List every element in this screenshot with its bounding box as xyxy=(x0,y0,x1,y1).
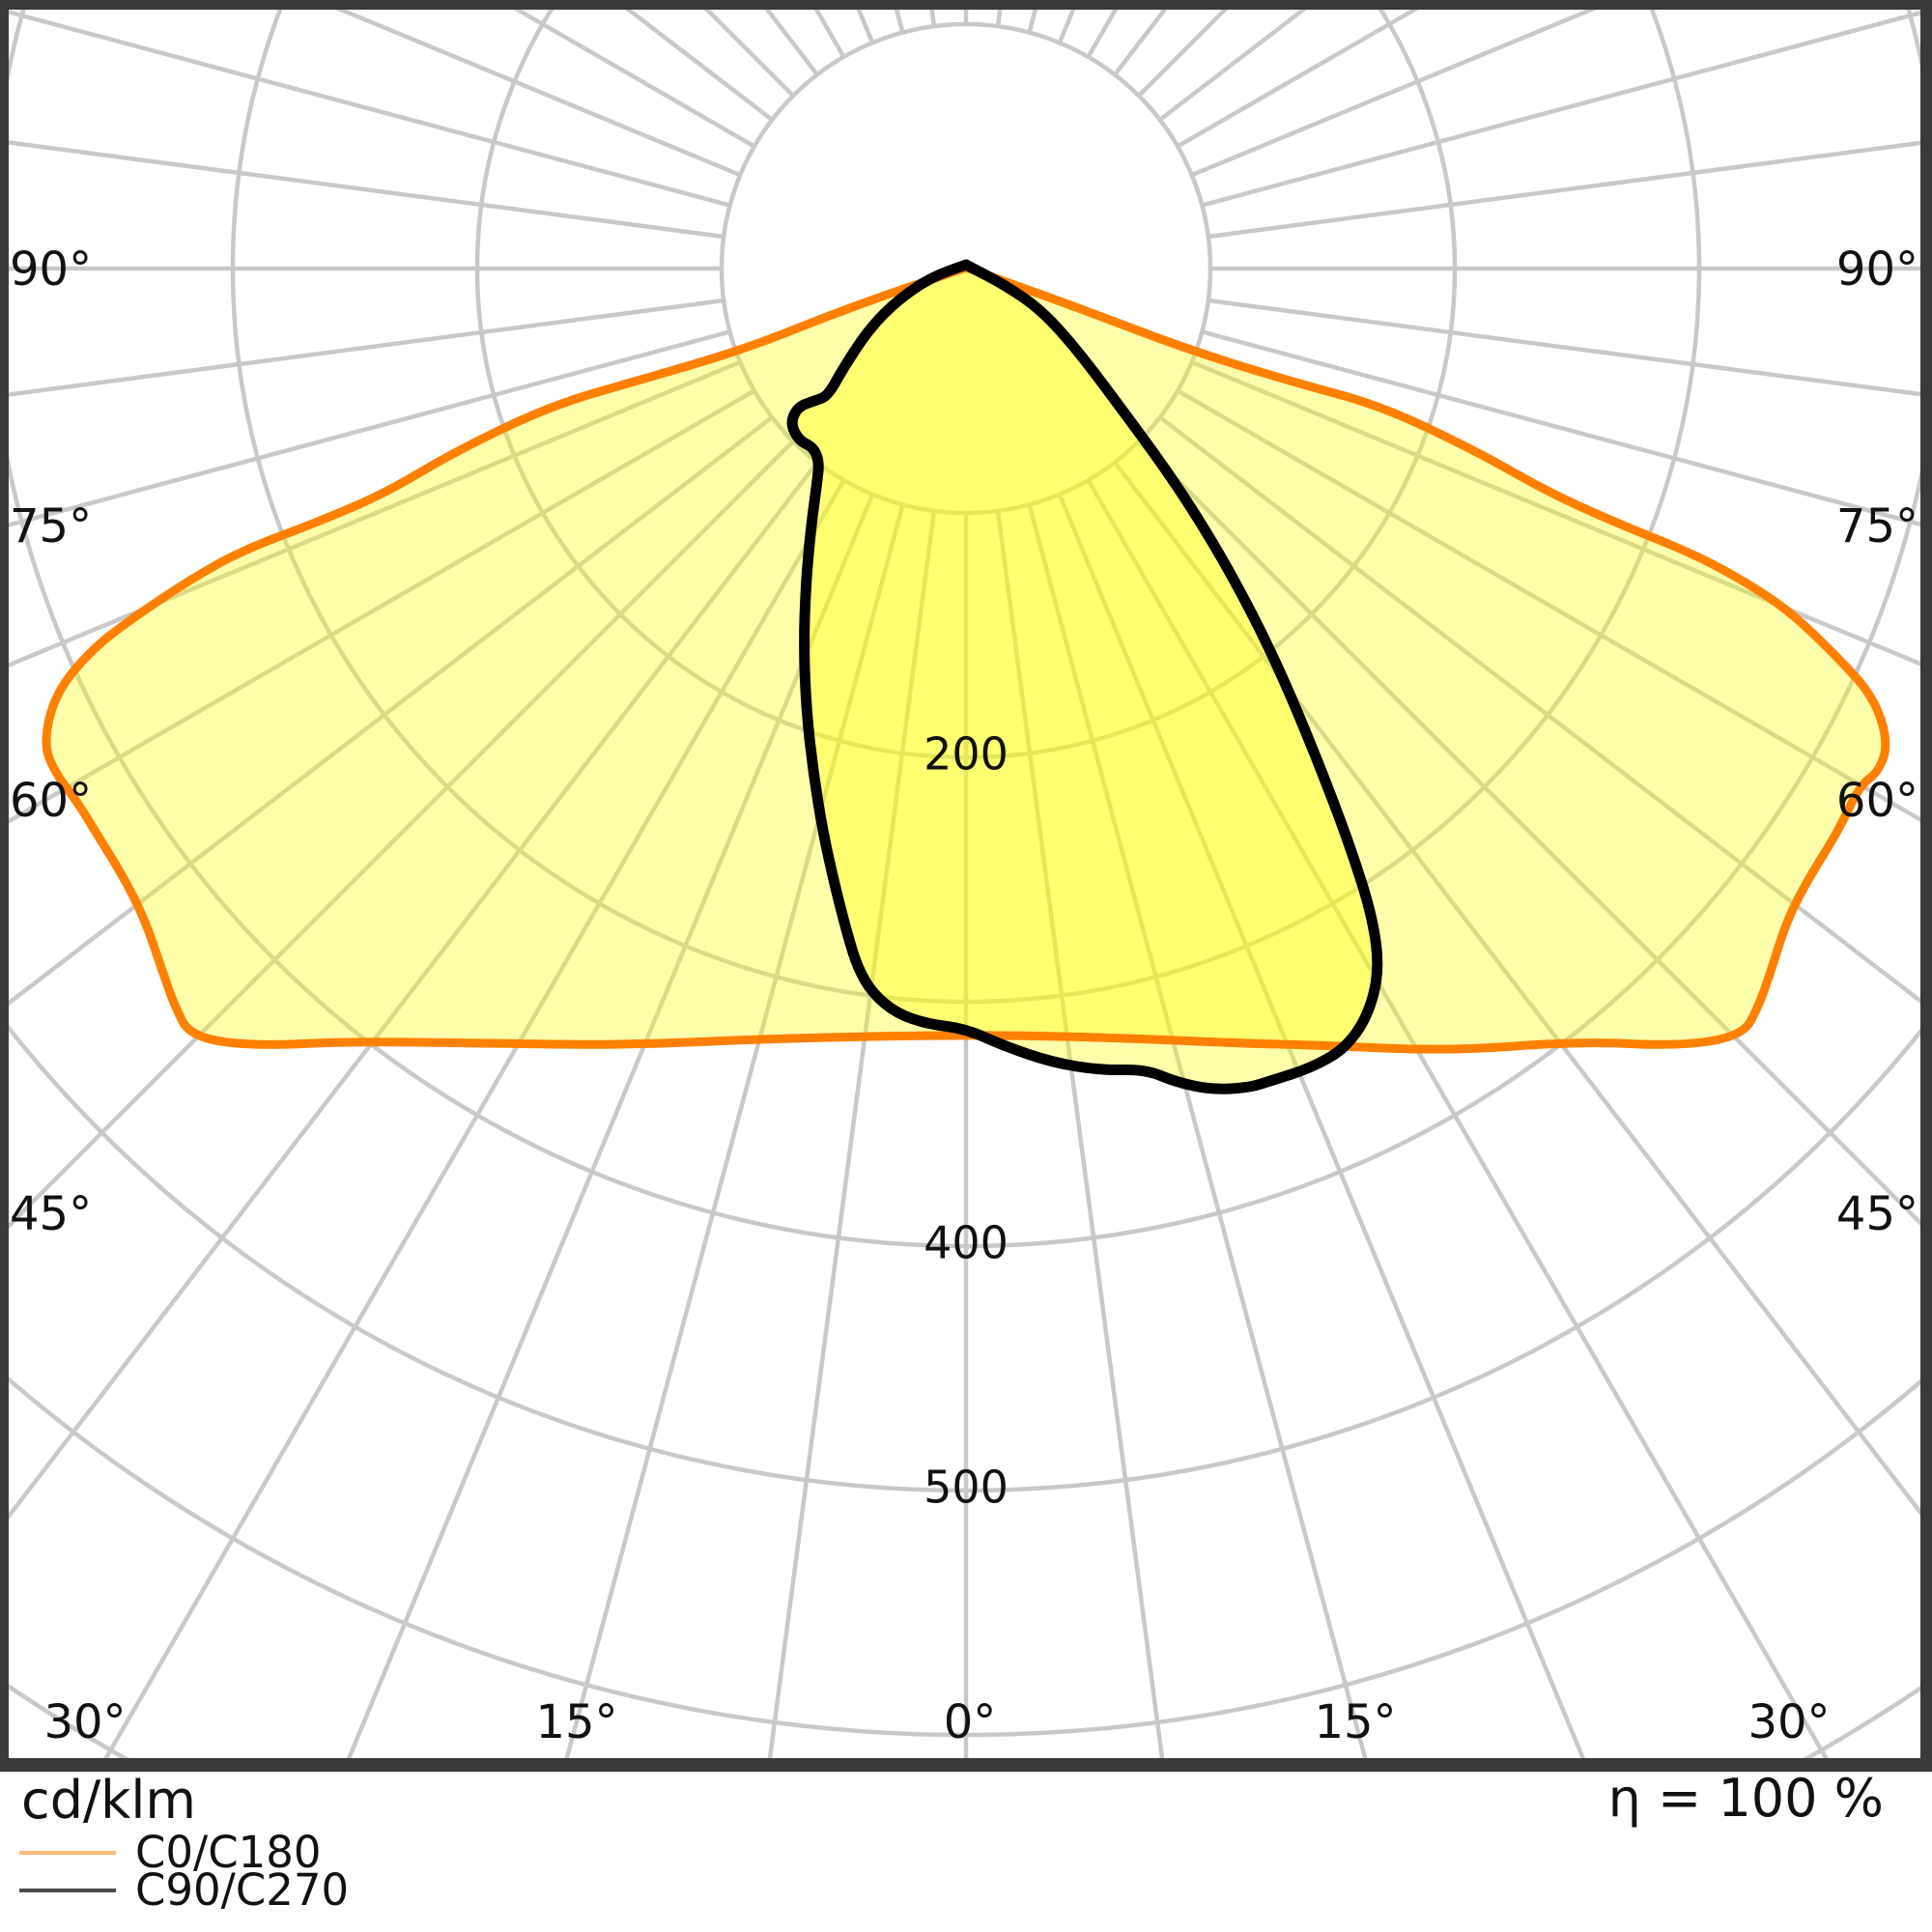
grid-spoke-60 xyxy=(1176,388,1920,823)
angle-label-start-1: 75° xyxy=(10,499,92,554)
legend-label-c90: C90/C270 xyxy=(135,1864,350,1916)
angle-label-bottom-0: 30° xyxy=(43,1695,126,1749)
grid-spoke-330 xyxy=(103,478,846,1758)
grid-spoke-52.5 xyxy=(1158,415,1920,1004)
angle-label-start-2: 60° xyxy=(10,774,92,828)
radial-tick-label-400: 400 xyxy=(923,1217,1009,1269)
angle-label-bottom-1: 15° xyxy=(535,1695,617,1749)
grid-spoke-352.5 xyxy=(767,510,937,1758)
grid-spoke-97.5 xyxy=(1208,140,1920,240)
angle-label-end-3: 45° xyxy=(1836,1187,1918,1241)
c0-line-swatch-icon xyxy=(19,1850,116,1855)
angle-label-start-3: 45° xyxy=(10,1187,92,1241)
angle-label-end-1: 75° xyxy=(1836,499,1918,554)
grid-spoke-30 xyxy=(1086,478,1829,1758)
grid-spoke-337.5 xyxy=(346,493,875,1758)
fill-region-C90-C270 xyxy=(792,265,1378,1090)
curve-C0-C180 xyxy=(42,263,1890,1054)
angle-label-end-0: 90° xyxy=(1836,242,1918,297)
grid-spoke-300 xyxy=(8,388,756,825)
efficiency-label: η = 100 % xyxy=(1607,1768,1884,1829)
c90-line-swatch-icon xyxy=(19,1888,116,1892)
grid-spoke-262.5 xyxy=(8,140,724,240)
grid-spoke-247.5 xyxy=(335,10,742,178)
angle-label-start-0: 90° xyxy=(10,242,92,297)
grid-spoke-315 xyxy=(8,440,795,1231)
grid-spoke-285 xyxy=(8,329,731,528)
grid-spoke-292.5 xyxy=(8,359,742,668)
angle-label-end-2: 60° xyxy=(1836,774,1918,828)
grid-spoke-255 xyxy=(8,10,731,208)
radial-tick-labels: 200 400 500 xyxy=(923,728,1009,1514)
grid-spoke-307.5 xyxy=(8,415,774,1008)
grid-spoke-7.5 xyxy=(995,510,1165,1758)
grid-spoke-75 xyxy=(1201,329,1920,527)
legend-item-c90: C90/C270 xyxy=(19,1864,350,1916)
angle-label-bottom-4: 30° xyxy=(1747,1695,1830,1749)
grid-spoke-22.5 xyxy=(1057,493,1586,1758)
grid-spoke-112.5 xyxy=(1190,10,1597,178)
grid-spoke-15 xyxy=(1027,503,1368,1758)
grid-spoke-82.5 xyxy=(1208,298,1920,397)
grid-spoke-322.5 xyxy=(8,461,819,1521)
grid-spoke-105 xyxy=(1201,10,1920,208)
curve-C90-C270 xyxy=(786,259,1383,1094)
grid-spoke-45 xyxy=(1137,440,1920,1227)
legend: C0/C180 C90/C270 xyxy=(19,1827,350,1916)
radial-tick-label-500: 500 xyxy=(923,1462,1009,1514)
fill-region-C0-C180 xyxy=(46,268,1886,1050)
legend-label-c0: C0/C180 xyxy=(135,1827,322,1878)
legend-item-c0: C0/C180 xyxy=(19,1827,349,1878)
angle-label-bottom-3: 15° xyxy=(1314,1695,1396,1749)
grid-spoke-345 xyxy=(564,503,905,1758)
unit-label: cd/klm xyxy=(21,1770,197,1831)
plot-frame xyxy=(0,0,1932,1772)
grid-spoke-277.5 xyxy=(8,298,724,397)
grid-spoke-37.5 xyxy=(1113,461,1920,1517)
angle-label-bottom-2: 0° xyxy=(944,1695,997,1749)
radial-tick-label-200: 200 xyxy=(923,728,1009,781)
grid-spoke-67.5 xyxy=(1190,359,1920,667)
